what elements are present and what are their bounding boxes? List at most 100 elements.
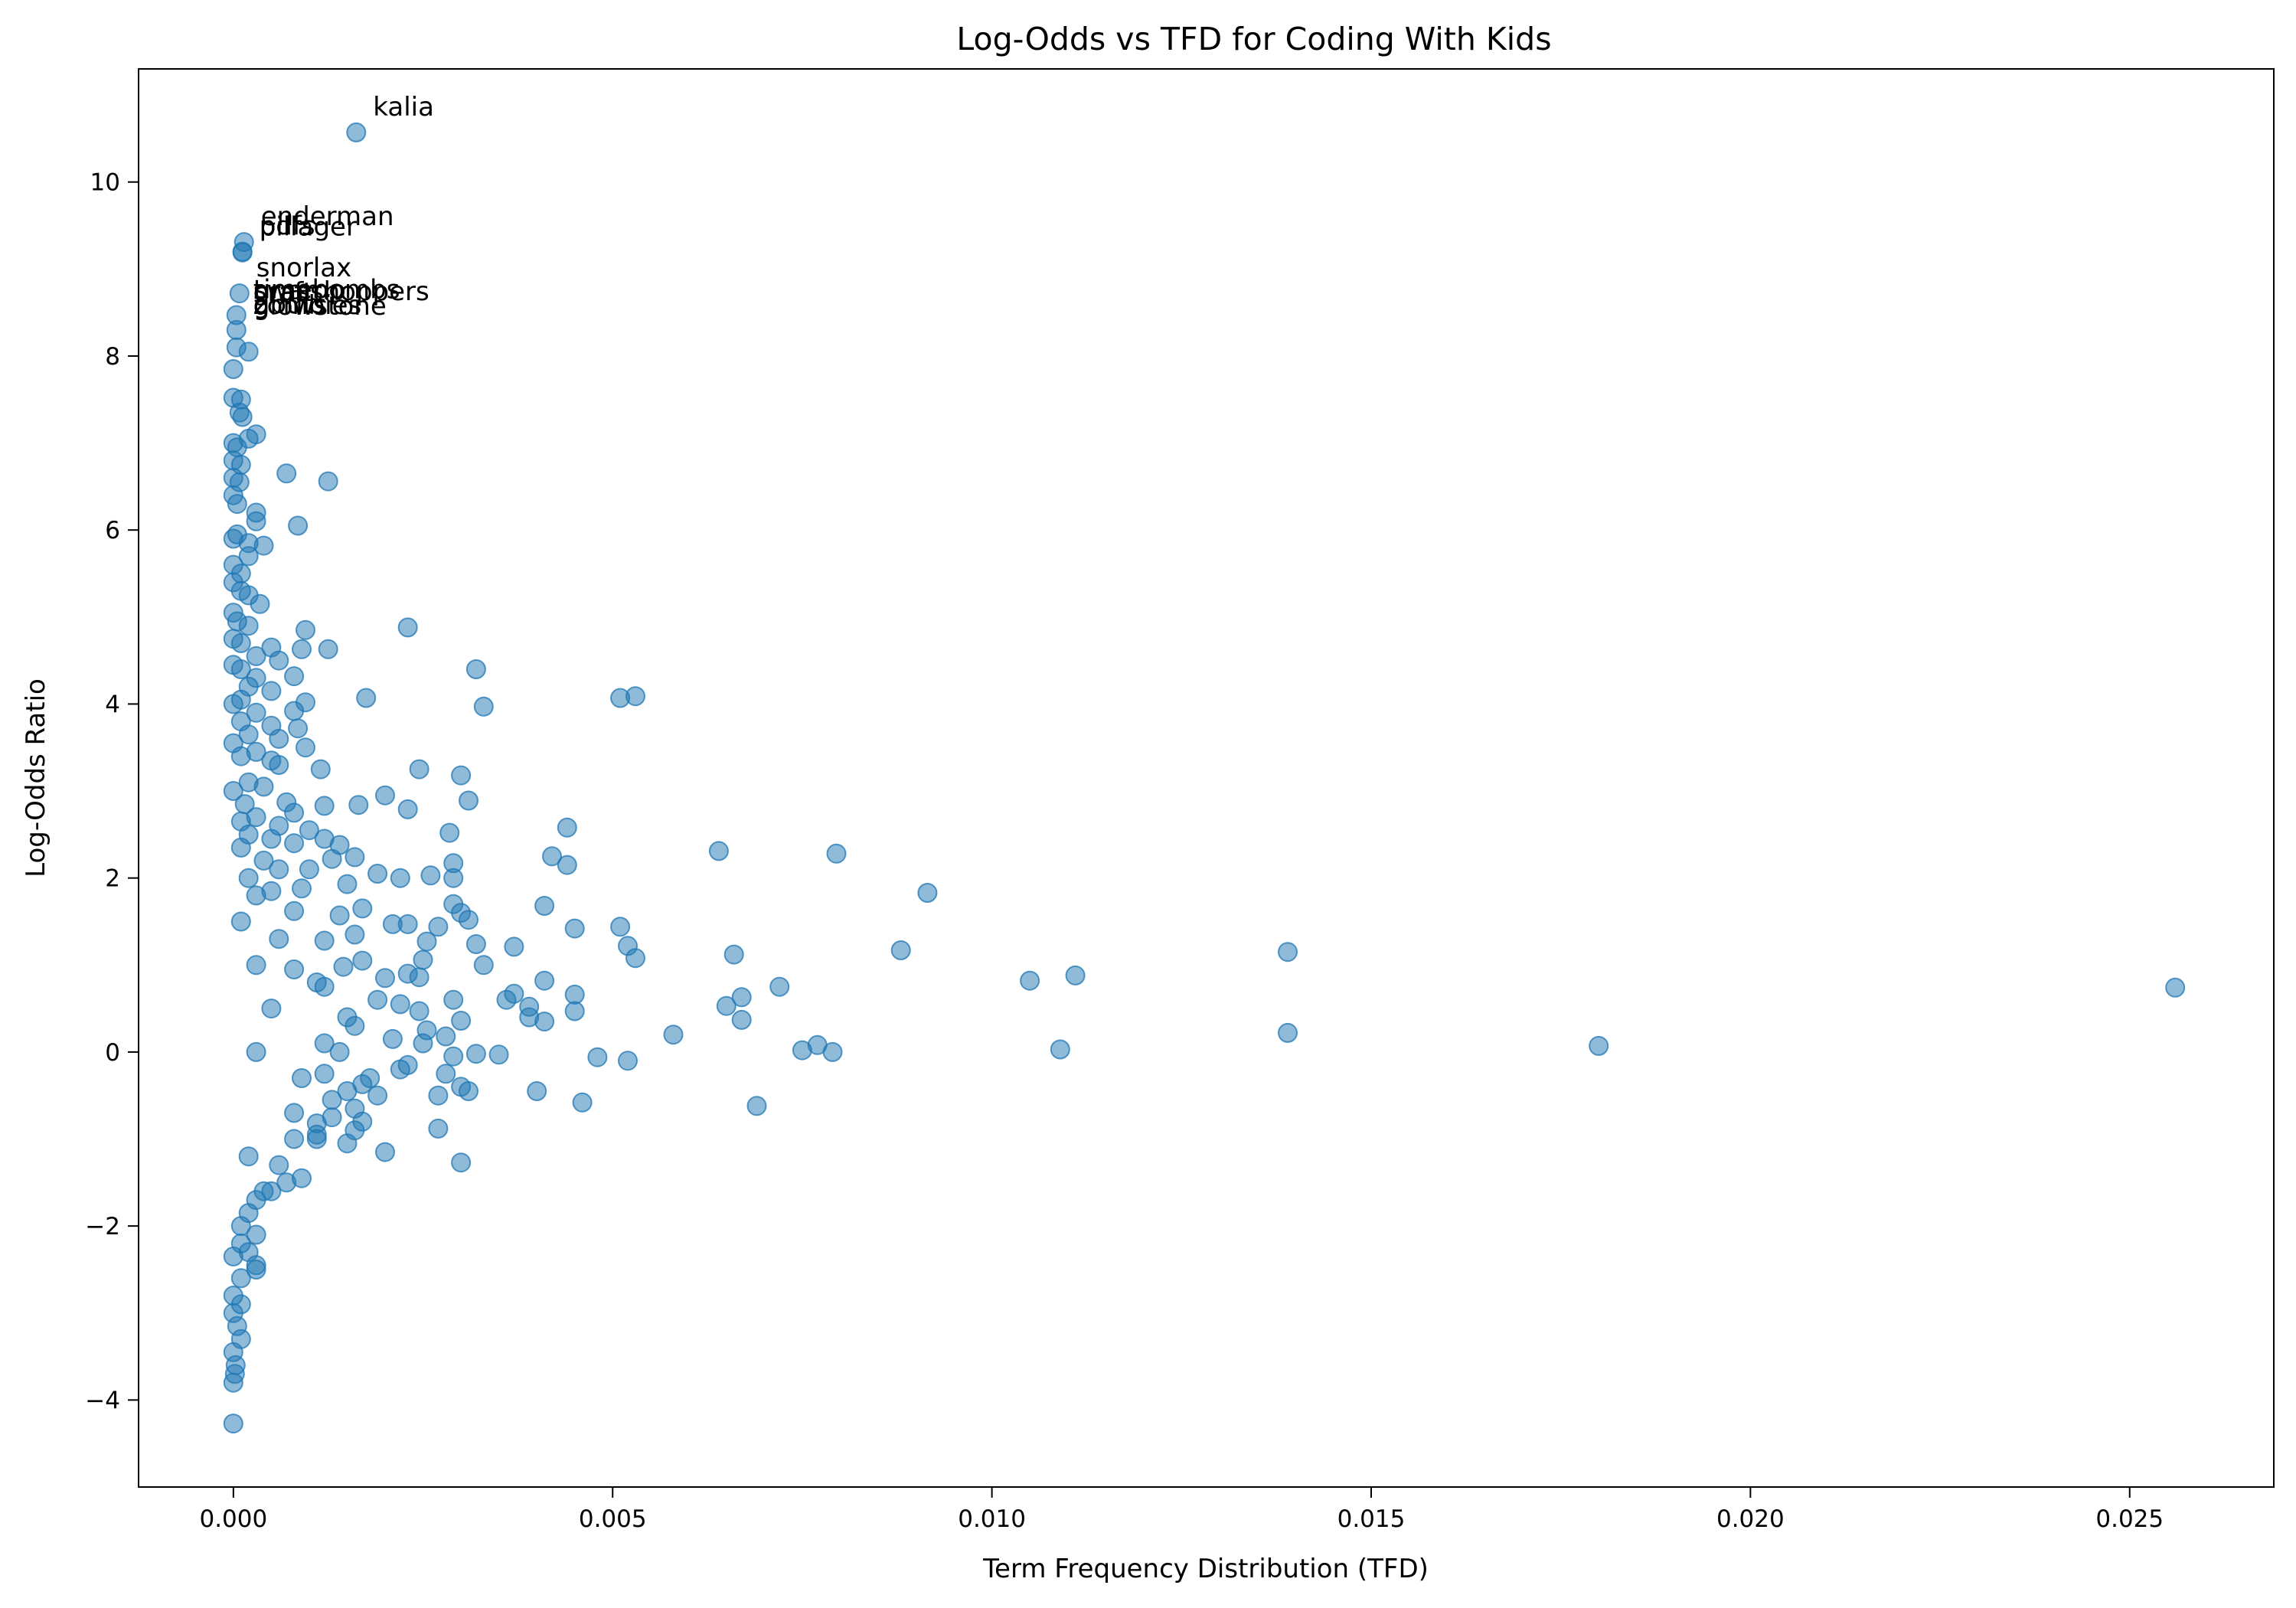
point-annotation: glowstone [253,291,387,322]
data-point [223,359,243,379]
data-point [356,688,377,708]
data-point [337,874,358,894]
data-point [473,955,494,976]
x-tick-label: 0.000 [199,1505,267,1533]
y-tick-label: 8 [105,343,120,371]
data-point [564,1001,585,1021]
data-point [284,666,305,687]
data-point [428,1118,449,1139]
data-point [413,1033,433,1054]
point-annotation: enderman [261,201,394,232]
data-point [238,342,259,362]
y-tick-label: 6 [105,517,120,544]
data-point [534,896,555,916]
x-tick-label: 0.010 [958,1505,1026,1533]
data-point [443,868,464,888]
data-point [625,948,645,969]
point-annotation: pdfs [260,211,315,242]
data-point [587,1047,608,1067]
data-point [329,1041,350,1062]
y-axis-ticks: −4 −2 0 2 4 6 8 10 [85,169,139,1414]
point-annotation: grasshoppers [253,276,429,307]
data-point [348,795,369,815]
data-point [436,1064,456,1084]
data-point [246,1224,266,1245]
data-point [375,968,395,989]
data-point [223,781,243,801]
data-point [465,934,486,954]
data-point [723,944,744,965]
data-point [284,802,305,823]
data-point [230,911,251,932]
x-axis-ticks: 0.000 0.005 0.010 0.015 0.020 0.025 [199,1487,2164,1533]
data-point [230,837,251,858]
data-point [746,1096,767,1116]
data-point [246,955,266,976]
data-point [731,987,752,1008]
data-point [1020,970,1040,991]
data-point [223,694,243,714]
data-point [306,1129,327,1149]
data-point [329,905,350,926]
data-point [564,918,585,939]
data-point [253,1181,274,1201]
data-point [352,898,373,919]
data-point [390,994,410,1015]
data-point [542,846,562,867]
y-tick-label: 4 [105,691,120,718]
data-point [314,930,335,951]
data-point [572,1092,593,1113]
data-point [367,1085,388,1106]
data-point [436,1026,456,1047]
data-point [769,976,790,997]
data-point [1065,965,1086,985]
data-point [428,1085,449,1106]
data-point [375,1142,395,1162]
data-point [439,822,460,843]
y-tick-label: −4 [85,1387,120,1414]
data-point [284,701,305,721]
data-point [459,1081,478,1101]
data-point [227,494,247,515]
data-point [610,917,631,937]
data-point [345,924,365,945]
data-point [1278,1022,1298,1043]
data-point [318,639,338,659]
data-point [397,799,418,819]
data-point [428,917,449,937]
data-point [822,1041,843,1062]
data-point [409,967,429,988]
data-point [318,471,338,492]
data-point [261,829,282,849]
data-point [716,995,736,1016]
data-point [375,785,395,806]
data-point [292,1068,312,1088]
data-point [333,956,354,977]
data-point [238,868,259,888]
data-point [346,122,367,142]
data-point [352,950,373,971]
data-point [253,776,274,797]
data-point [314,976,335,997]
data-point [488,1044,509,1065]
point-annotation: snorlax [256,253,351,283]
data-point [382,1028,403,1049]
data-point [322,848,342,869]
data-point [345,847,365,868]
data-point [269,755,289,775]
data-point [397,617,418,638]
y-axis-label: Log-Odds Ratio [21,678,51,878]
data-point [314,1033,335,1054]
y-tick-label: 10 [90,169,120,197]
data-point [223,1246,243,1266]
data-point [413,949,433,970]
data-point [299,820,319,841]
data-point [246,702,266,723]
data-point [708,841,729,861]
data-point [826,843,847,864]
data-point [322,1090,342,1110]
x-tick-label: 0.005 [579,1505,647,1533]
data-point [390,868,410,888]
data-point [443,989,464,1010]
data-point [292,639,312,659]
